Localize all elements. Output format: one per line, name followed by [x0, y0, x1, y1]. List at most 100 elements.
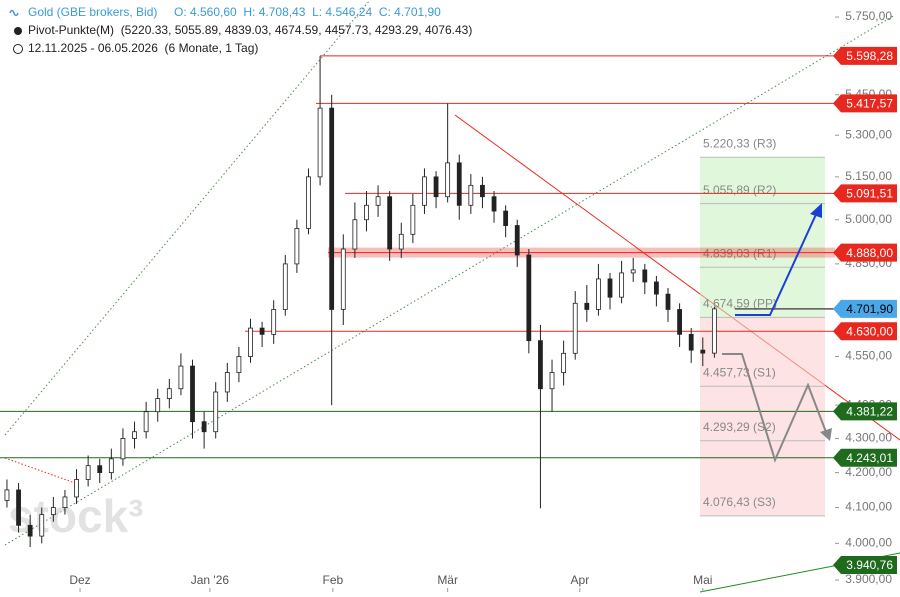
price-box-label: 5.091,51 — [846, 187, 893, 201]
candle-body — [526, 254, 532, 342]
header-indicator: Pivot-Punkte(M) (5220.33, 5055.89, 4839.… — [28, 23, 472, 37]
x-tick-label: Apr — [571, 573, 590, 587]
candle-body — [398, 233, 404, 250]
candle-body — [456, 162, 462, 206]
candle-body — [433, 176, 439, 198]
candle-body — [282, 263, 288, 310]
candle-body — [642, 269, 648, 283]
candle-body — [445, 162, 451, 198]
price-box — [833, 322, 897, 341]
price-box-label: 3.940,76 — [846, 558, 893, 572]
candle-body — [213, 391, 219, 433]
candle-body — [143, 411, 149, 433]
candle-body — [654, 281, 659, 295]
x-tick-label: Mär — [437, 573, 458, 587]
candle-body — [607, 278, 613, 298]
pivot-label: 4.839,03 (R1) — [703, 246, 776, 260]
icon — [9, 9, 19, 17]
x-tick-label: Jan '26 — [191, 573, 230, 587]
candle-body — [422, 176, 427, 206]
candle-body — [39, 514, 45, 537]
pivot-label: 4.457,73 (S1) — [703, 365, 776, 379]
candle-body — [178, 365, 184, 390]
header-title: Gold (GBE brokers, Bid) — [28, 5, 157, 19]
y-tick-label: 4.000,00 — [845, 536, 892, 550]
candle-body — [503, 210, 509, 226]
x-tick-label: Mai — [693, 573, 712, 587]
candle-body — [166, 388, 172, 399]
candle-body — [561, 352, 567, 373]
candle-body — [74, 479, 79, 498]
pivot-label: 4.293,29 (S2) — [703, 420, 776, 434]
price-box — [833, 555, 897, 574]
projection — [820, 428, 832, 441]
y-tick-label: 5.750,00 — [845, 9, 892, 23]
candle-body — [85, 465, 91, 480]
pivot-label: 4.076,43 (S3) — [703, 495, 776, 509]
y-tick-label: 4.200,00 — [845, 465, 892, 479]
icon — [14, 27, 22, 35]
price-box-label: 4.701,90 — [846, 302, 893, 316]
y-tick-label: 5.000,00 — [845, 212, 892, 226]
candle-body — [700, 349, 706, 354]
icon — [13, 44, 23, 54]
candle-body — [27, 524, 33, 537]
candle-body — [97, 465, 103, 473]
price-box — [833, 402, 897, 421]
projection — [810, 203, 822, 218]
candle-body — [352, 219, 358, 250]
projection — [735, 209, 819, 316]
price-box-label: 5.598,28 — [846, 49, 893, 63]
y-tick-label: 5.300,00 — [845, 127, 892, 141]
price-box — [833, 448, 897, 467]
candle-body — [677, 309, 682, 335]
candle-body — [155, 398, 161, 413]
price-box-label: 4.888,00 — [846, 246, 893, 260]
candle-body — [410, 204, 416, 235]
candle-body — [62, 496, 68, 508]
candle-body — [468, 184, 474, 206]
candle-body — [665, 293, 671, 310]
pivot-label: 5.055,89 (R2) — [703, 183, 776, 197]
candle-body — [259, 327, 265, 335]
candle-body — [480, 184, 485, 198]
candle-body — [329, 107, 335, 310]
candle-body — [375, 196, 381, 206]
price-box — [833, 94, 897, 113]
x-tick-label: Feb — [322, 573, 343, 587]
candle-body — [364, 204, 369, 221]
candle-body — [630, 269, 636, 274]
projection — [722, 353, 827, 463]
candle-body — [491, 196, 497, 212]
candle-body — [572, 302, 578, 354]
candle-body — [16, 489, 21, 526]
price-box — [833, 299, 897, 318]
price-box-label: 5.417,57 — [846, 97, 893, 111]
trend-line — [4, 0, 371, 436]
y-tick-label: 3.900,00 — [845, 572, 892, 586]
candle-body — [132, 431, 137, 439]
x-tick-label: Dez — [69, 573, 90, 587]
candle-body — [4, 489, 10, 501]
price-box-label: 4.381,22 — [846, 404, 893, 418]
candle-body — [224, 372, 230, 393]
candle-body — [306, 176, 311, 229]
candle-body — [538, 340, 543, 390]
y-tick-label: 4.300,00 — [845, 431, 892, 445]
candle-body — [387, 196, 393, 250]
candle-body — [120, 438, 126, 460]
header-ohlc: O: 4.560,60 H: 4.708,43 L: 4.546,24 C: 4… — [174, 5, 441, 19]
price-box — [833, 184, 897, 203]
candle-body — [190, 365, 195, 423]
trend-line — [4, 457, 76, 484]
y-tick-label: 4.550,00 — [845, 349, 892, 363]
candle-body — [584, 302, 590, 310]
trend-line — [4, 14, 896, 546]
y-tick-label: 5.150,00 — [845, 169, 892, 183]
candle-body — [549, 372, 555, 390]
price-box — [833, 243, 897, 262]
candle-body — [596, 278, 601, 310]
candle-body — [317, 107, 323, 178]
price-box-label: 4.630,00 — [846, 324, 893, 338]
